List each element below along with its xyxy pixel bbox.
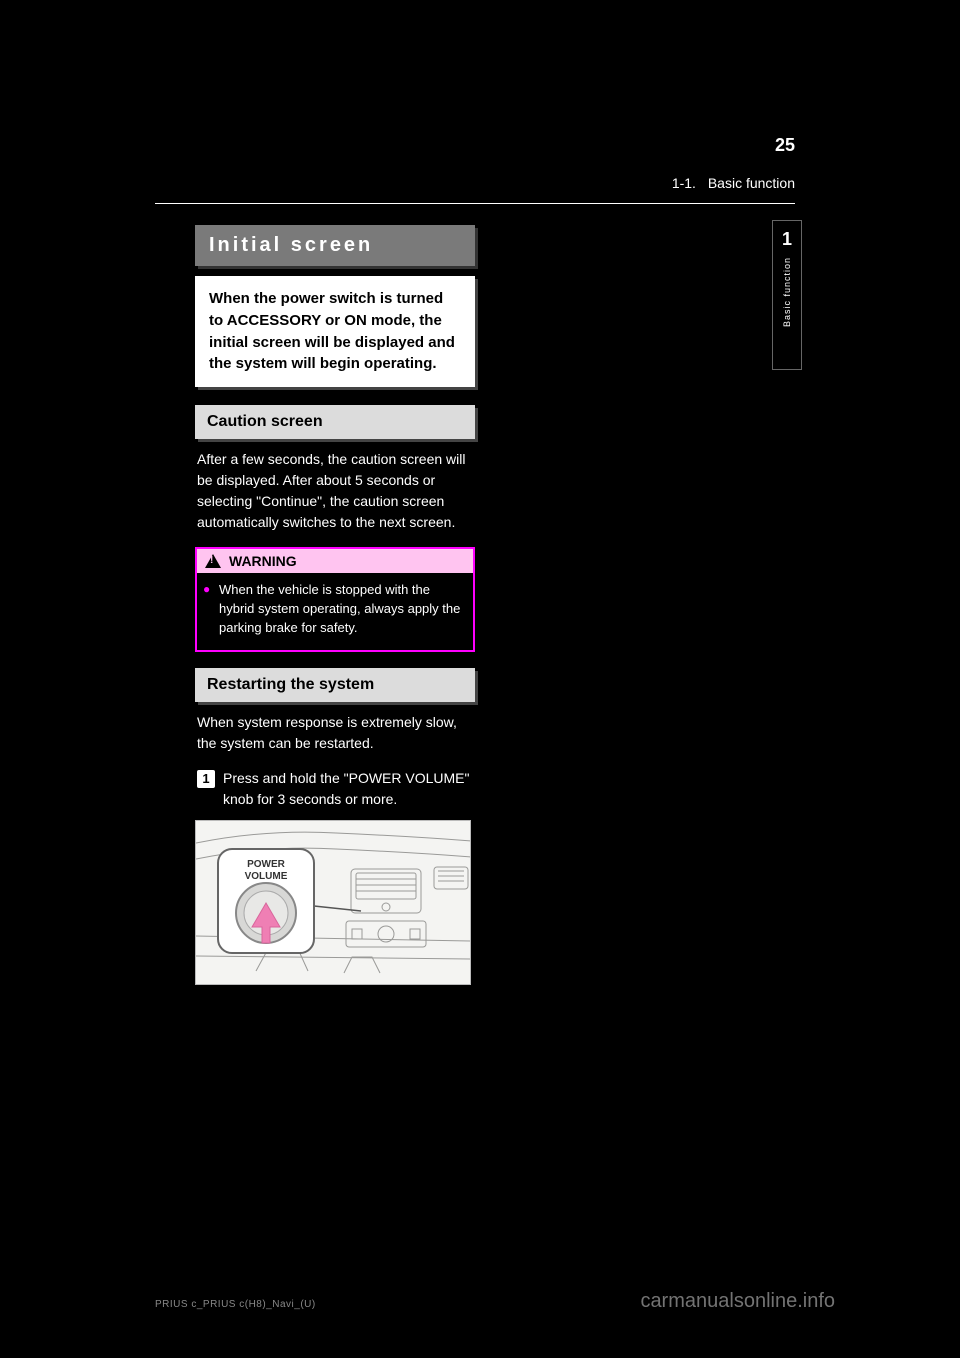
caution-body: After a few seconds, the caution screen … xyxy=(197,449,473,533)
restart-intro: When system response is extremely slow, … xyxy=(197,712,473,754)
chapter-title: Basic function xyxy=(708,175,795,191)
side-tab-number: 1 xyxy=(773,229,801,251)
warning-box: WARNING When the vehicle is stopped with… xyxy=(195,547,475,652)
footer-brand: carmanualsonline.info xyxy=(640,1290,835,1313)
dashboard-illustration: POWER VOLUME xyxy=(195,820,471,985)
footer-meta: PRIUS c_PRIUS c(H8)_Navi_(U) xyxy=(155,1299,316,1310)
section-title: Initial screen xyxy=(195,225,475,266)
chapter-number: 1-1. xyxy=(672,175,696,191)
warning-body: When the vehicle is stopped with the hyb… xyxy=(197,573,473,650)
intro-box: When the power switch is turned to ACCES… xyxy=(195,276,475,387)
knob-callout: POWER VOLUME xyxy=(218,849,314,953)
dashboard-svg: POWER VOLUME xyxy=(196,821,471,985)
main-column: Initial screen When the power switch is … xyxy=(195,225,475,985)
page-number: 25 xyxy=(775,135,795,156)
chapter-line: 1-1. Basic function xyxy=(155,175,795,191)
header-rule xyxy=(155,203,795,204)
knob-label-bottom: VOLUME xyxy=(245,871,288,882)
step-text: Press and hold the "POWER VOLUME" knob f… xyxy=(223,768,473,810)
warning-label: WARNING xyxy=(229,553,297,569)
warning-icon xyxy=(205,554,221,568)
side-tab-label: Basic function xyxy=(782,257,793,327)
step-number: 1 xyxy=(197,770,215,788)
knob-label-top: POWER xyxy=(247,859,286,870)
side-tab: 1 Basic function xyxy=(772,220,802,370)
restart-header: Restarting the system xyxy=(195,668,475,702)
caution-header: Caution screen xyxy=(195,405,475,439)
step-row: 1 Press and hold the "POWER VOLUME" knob… xyxy=(197,768,473,810)
warning-header: WARNING xyxy=(197,549,473,573)
